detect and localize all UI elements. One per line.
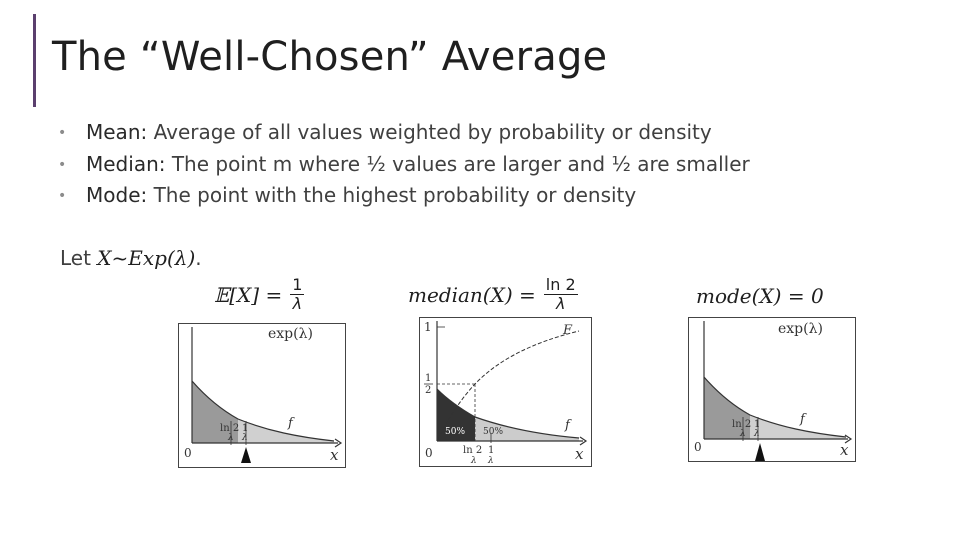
- fraction-numerator: 1: [290, 275, 305, 295]
- area-left-50: [437, 389, 475, 441]
- tick-ln2-label: ln 2: [732, 419, 751, 430]
- bullet-mean: • Mean: Average of all values weighted by…: [58, 118, 750, 150]
- x-axis-label: x: [840, 441, 849, 459]
- definition-list: • Mean: Average of all values weighted by…: [58, 118, 750, 213]
- median-fraction: ln 2 λ: [543, 275, 578, 313]
- area-left: [192, 381, 238, 443]
- curve-label: f: [799, 412, 807, 427]
- slide-title: The “Well-Chosen” Average: [52, 34, 608, 80]
- origin-label: 0: [184, 446, 192, 460]
- let-prefix: Let: [60, 246, 98, 270]
- plot-frame: [419, 317, 592, 467]
- tick-ln2-den-label: λ: [227, 433, 234, 443]
- y-top-label: 1: [424, 320, 432, 334]
- cdf-curve: [436, 330, 580, 442]
- bullet-text: The point with the highest probability o…: [147, 183, 637, 207]
- median-plot: 1 1 2 F f 50% 50% 0 x ln 2 λ 1 λ: [419, 317, 592, 467]
- area-left: [704, 377, 750, 439]
- fraction-numerator: ln 2: [543, 275, 578, 295]
- tick-1-label: 1: [242, 423, 248, 434]
- density-curve: [191, 380, 335, 442]
- tick-ln2-label: ln 2: [220, 423, 239, 434]
- x-axis-arrow-icon: [844, 434, 853, 444]
- area-right-50: [475, 417, 579, 441]
- bullet-term: Median:: [86, 151, 166, 176]
- bullet-mode: • Mode: The point with the highest probab…: [58, 181, 750, 213]
- let-statement: Let X~Exp(λ).: [60, 246, 202, 270]
- fraction-denominator: λ: [292, 294, 303, 313]
- bullet-median: • Median: The point m where ½ values are …: [58, 150, 750, 182]
- tick-ln2-den-label: λ: [739, 429, 746, 439]
- fraction-denominator: λ: [555, 294, 566, 313]
- right-area-label: 50%: [483, 427, 503, 437]
- distribution-expression: X~Exp(λ): [97, 246, 196, 270]
- bullet-dot-icon: •: [58, 156, 67, 173]
- tick-1-den-label: λ: [487, 456, 494, 466]
- area-right: [750, 415, 846, 439]
- density-curve: [703, 376, 847, 438]
- x-axis-arrow-icon: [334, 438, 343, 448]
- x-axis-label: x: [575, 445, 584, 463]
- mode-formula: mode(X) = 0: [696, 284, 824, 308]
- let-suffix: .: [195, 246, 202, 270]
- bullet-dot-icon: •: [58, 125, 67, 141]
- curve-label: f: [287, 416, 295, 431]
- tick-1-label: 1: [754, 419, 760, 430]
- bullet-term: Mode:: [86, 183, 148, 207]
- area-right: [238, 419, 334, 443]
- balance-fulcrum-icon: [241, 447, 251, 463]
- balance-fulcrum-icon: [755, 443, 765, 461]
- mean-formula-lhs: 𝔼[X] =: [214, 282, 283, 307]
- mean-density-plot: exp(λ) f 0 x ln 2 λ 1 λ: [178, 323, 346, 468]
- origin-label: 0: [425, 446, 433, 460]
- y-half-den-label: 2: [425, 385, 431, 396]
- bullet-text: Average of all values weighted by probab…: [147, 120, 712, 144]
- tick-1-den-label: λ: [753, 429, 760, 439]
- median-formula: median(X) = ln 2 λ: [408, 276, 578, 313]
- mode-density-plot: exp(λ) f 0 x ln 2 λ 1 λ: [688, 317, 856, 462]
- bullet-dot-icon: •: [58, 188, 67, 204]
- tick-1-label: 1: [488, 445, 494, 456]
- mode-formula-lhs: mode(X) = 0: [696, 284, 824, 308]
- distribution-label: exp(λ): [268, 326, 313, 342]
- title-accent-bar: [33, 14, 36, 107]
- mean-formula: 𝔼[X] = 1 λ: [214, 275, 305, 313]
- bullet-text: The point m where ½ values are larger an…: [165, 151, 750, 176]
- tick-ln2-label: ln 2: [463, 445, 482, 456]
- curve-label: f: [564, 418, 572, 433]
- tick-1-den-label: λ: [241, 433, 248, 443]
- y-half-num-label: 1: [425, 373, 431, 384]
- bullet-term: Mean:: [86, 120, 148, 144]
- cdf-label: F: [562, 323, 573, 338]
- tick-ln2-den-label: λ: [470, 456, 477, 466]
- origin-label: 0: [694, 440, 702, 454]
- mean-fraction: 1 λ: [290, 275, 305, 313]
- x-axis-label: x: [330, 446, 339, 464]
- x-axis-arrow-icon: [579, 436, 588, 446]
- left-area-label: 50%: [445, 427, 465, 437]
- median-formula-lhs: median(X) =: [408, 282, 536, 307]
- density-curve: [436, 388, 580, 439]
- distribution-label: exp(λ): [778, 321, 823, 337]
